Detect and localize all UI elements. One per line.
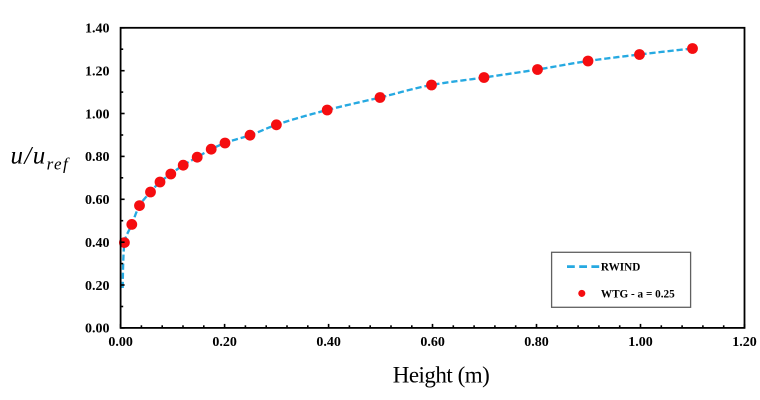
- svg-text:0.40: 0.40: [316, 335, 341, 350]
- svg-text:1.20: 1.20: [85, 65, 110, 80]
- svg-text:RWIND: RWIND: [601, 261, 640, 273]
- svg-text:1.00: 1.00: [85, 107, 110, 122]
- svg-text:0.80: 0.80: [85, 150, 110, 165]
- svg-text:0.00: 0.00: [85, 322, 110, 337]
- svg-text:1.40: 1.40: [85, 22, 110, 37]
- svg-text:1.20: 1.20: [732, 335, 757, 350]
- svg-text:0.80: 0.80: [524, 335, 549, 350]
- svg-text:WTG - a = 0.25: WTG - a = 0.25: [601, 289, 675, 301]
- svg-text:0.40: 0.40: [85, 236, 110, 251]
- svg-text:0.60: 0.60: [420, 335, 445, 350]
- svg-text:0.00: 0.00: [108, 335, 133, 350]
- svg-text:1.00: 1.00: [628, 335, 653, 350]
- svg-text:0.20: 0.20: [212, 335, 237, 350]
- svg-text:Height (m): Height (m): [393, 363, 490, 388]
- svg-text:0.60: 0.60: [85, 193, 110, 208]
- svg-text:0.20: 0.20: [85, 279, 110, 294]
